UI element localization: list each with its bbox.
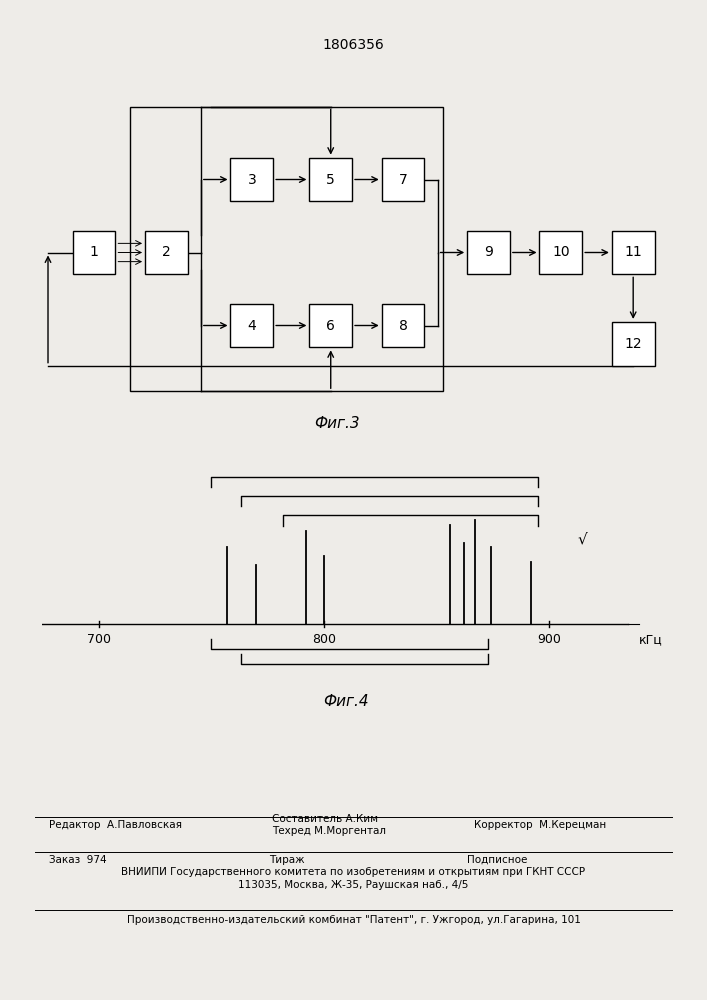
Bar	[310, 158, 352, 201]
Text: 3: 3	[247, 173, 256, 187]
Bar	[382, 304, 424, 347]
Text: кГц: кГц	[639, 633, 663, 646]
Text: √: √	[578, 532, 588, 547]
Text: 12: 12	[624, 337, 642, 351]
Bar	[467, 231, 510, 274]
Text: 1806356: 1806356	[322, 38, 385, 52]
Text: 900: 900	[537, 633, 561, 646]
Text: 113035, Москва, Ж-35, Раушская наб., 4/5: 113035, Москва, Ж-35, Раушская наб., 4/5	[238, 880, 469, 890]
Text: 9: 9	[484, 245, 493, 259]
Text: 7: 7	[399, 173, 407, 187]
Text: 5: 5	[327, 173, 335, 187]
Text: Составитель А.Ким: Составитель А.Ким	[272, 814, 378, 824]
Text: Тираж: Тираж	[269, 855, 304, 865]
Bar	[310, 304, 352, 347]
Text: 8: 8	[399, 318, 407, 332]
Bar	[230, 158, 273, 201]
Bar	[130, 107, 443, 391]
Text: 10: 10	[552, 245, 570, 259]
Text: Корректор  М.Керецман: Корректор М.Керецман	[474, 820, 606, 830]
Bar	[382, 158, 424, 201]
Bar	[73, 231, 115, 274]
Text: 800: 800	[312, 633, 336, 646]
Text: Производственно-издательский комбинат "Патент", г. Ужгород, ул.Гагарина, 101: Производственно-издательский комбинат "П…	[127, 915, 580, 925]
Bar	[612, 322, 655, 366]
Bar	[145, 231, 188, 274]
Text: Фиг.3: Фиг.3	[315, 416, 360, 431]
Text: 6: 6	[327, 318, 335, 332]
Text: Заказ  974: Заказ 974	[49, 855, 107, 865]
Bar	[612, 231, 655, 274]
Text: Фиг.4: Фиг.4	[324, 694, 369, 709]
Text: 1: 1	[90, 245, 98, 259]
Text: Техред М.Моргентал: Техред М.Моргентал	[272, 826, 386, 836]
Bar	[539, 231, 583, 274]
Text: 11: 11	[624, 245, 642, 259]
Text: 700: 700	[87, 633, 111, 646]
Text: Редактор  А.Павловская: Редактор А.Павловская	[49, 820, 182, 830]
Text: Подписное: Подписное	[467, 855, 527, 865]
Text: 2: 2	[162, 245, 170, 259]
Text: ВНИИПИ Государственного комитета по изобретениям и открытиям при ГКНТ СССР: ВНИИПИ Государственного комитета по изоб…	[122, 867, 585, 877]
Text: 4: 4	[247, 318, 256, 332]
Bar	[230, 304, 273, 347]
